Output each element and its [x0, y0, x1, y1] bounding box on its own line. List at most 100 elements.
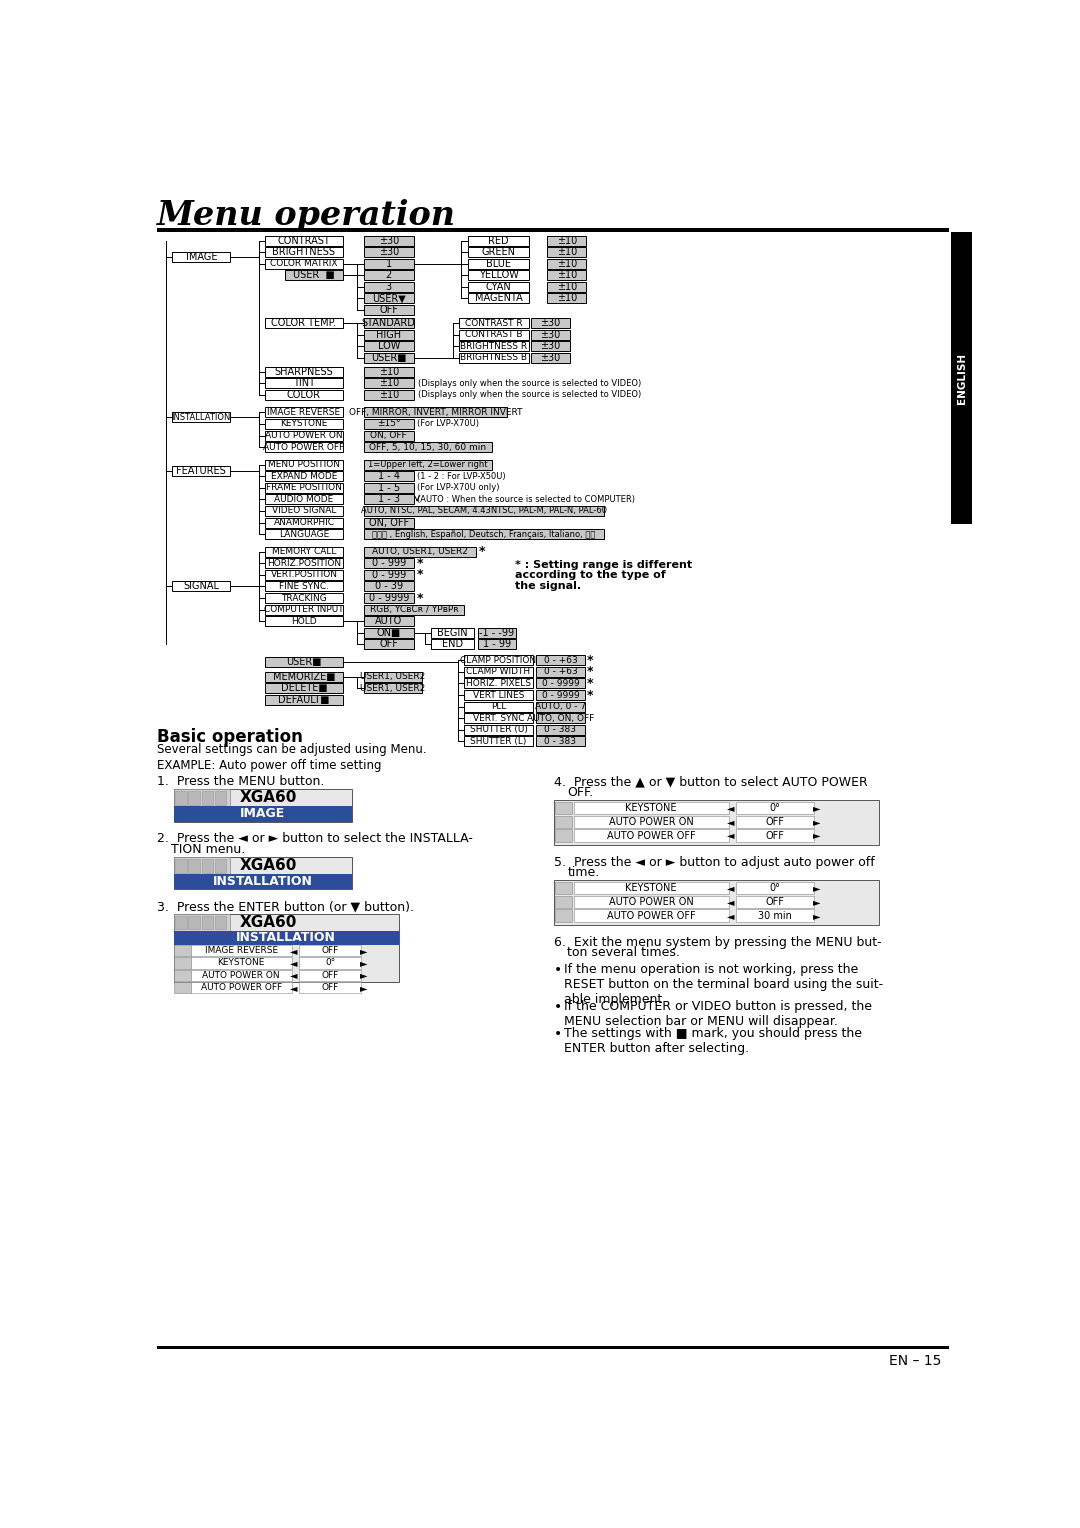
Bar	[266, 671, 342, 681]
Bar	[266, 518, 342, 527]
Text: COLOR MATRIX: COLOR MATRIX	[270, 260, 338, 269]
Bar	[215, 792, 227, 805]
Text: USER■: USER■	[372, 353, 406, 362]
Text: If the menu operation is not working, press the
RESET button on the terminal boa: If the menu operation is not working, pr…	[565, 963, 883, 1007]
Bar	[174, 790, 230, 807]
Bar	[531, 330, 570, 339]
Bar	[464, 656, 532, 665]
Bar	[266, 318, 342, 329]
Bar	[266, 483, 342, 494]
Text: AUTO POWER ON: AUTO POWER ON	[265, 431, 342, 440]
Text: KEYSTONE: KEYSTONE	[217, 958, 265, 967]
Text: ►: ►	[813, 897, 821, 906]
Bar	[555, 816, 572, 828]
Text: AUDIO MODE: AUDIO MODE	[274, 495, 334, 504]
Text: 0 - 999: 0 - 999	[372, 558, 406, 568]
Bar	[299, 957, 362, 969]
Bar	[157, 228, 948, 232]
Bar	[364, 283, 414, 292]
Bar	[364, 683, 422, 694]
Text: AUTO POWER OFF: AUTO POWER OFF	[264, 443, 345, 452]
Bar	[266, 506, 342, 516]
Text: MEMORY CALL: MEMORY CALL	[272, 547, 336, 556]
Text: AUTO, 0 - 7: AUTO, 0 - 7	[535, 701, 586, 711]
Text: ►: ►	[360, 983, 367, 993]
Bar	[477, 639, 516, 649]
Bar	[459, 353, 529, 362]
Bar	[364, 593, 414, 604]
Text: TRACKING: TRACKING	[281, 593, 327, 602]
Bar	[555, 909, 572, 921]
Bar	[266, 683, 342, 694]
Bar	[464, 714, 532, 723]
Bar	[464, 724, 532, 735]
Bar	[573, 895, 729, 908]
Text: *: *	[417, 556, 423, 570]
Bar	[364, 570, 414, 581]
Bar	[364, 235, 414, 246]
Text: ANAMORPHIC: ANAMORPHIC	[273, 518, 335, 527]
Text: OFF: OFF	[322, 946, 339, 955]
Bar	[174, 957, 191, 969]
Text: BRIGHTNESS B: BRIGHTNESS B	[460, 353, 527, 362]
Bar	[573, 909, 729, 921]
Bar	[364, 306, 414, 315]
Text: USER■: USER■	[286, 657, 322, 666]
Text: BRIGHTNESS R: BRIGHTNESS R	[460, 342, 527, 351]
Bar	[364, 377, 414, 388]
Text: the signal.: the signal.	[515, 581, 581, 591]
Text: SIGNAL: SIGNAL	[184, 582, 219, 591]
Bar	[266, 547, 342, 556]
Bar	[548, 248, 586, 257]
Bar	[364, 390, 414, 400]
Bar	[157, 1346, 948, 1349]
Bar	[548, 235, 586, 246]
Text: -1 - -99: -1 - -99	[480, 628, 514, 637]
Text: time.: time.	[567, 866, 599, 879]
Text: STANDARD: STANDARD	[362, 318, 416, 329]
Bar	[266, 558, 342, 568]
Text: 4.  Press the ▲ or ▼ button to select AUTO POWER: 4. Press the ▲ or ▼ button to select AUT…	[554, 776, 867, 788]
Text: ±10: ±10	[379, 390, 399, 400]
Bar	[174, 983, 191, 993]
Bar	[364, 318, 414, 329]
Text: ±15°: ±15°	[377, 420, 401, 428]
Text: ±10: ±10	[556, 248, 577, 257]
Bar	[191, 944, 292, 957]
Text: •: •	[554, 1001, 562, 1015]
Bar	[531, 341, 570, 351]
Text: *: *	[586, 665, 593, 678]
Bar	[174, 914, 399, 983]
Bar	[172, 413, 230, 422]
Text: OFF: OFF	[766, 831, 784, 840]
Bar	[364, 582, 414, 591]
Bar	[477, 628, 516, 637]
Text: FEATURES: FEATURES	[176, 466, 226, 475]
Bar	[266, 570, 342, 581]
Bar	[174, 807, 352, 822]
Text: ±10: ±10	[556, 258, 577, 269]
Text: COLOR TEMP.: COLOR TEMP.	[271, 318, 337, 329]
Text: 0 - 383: 0 - 383	[544, 726, 577, 733]
Text: OFF: OFF	[322, 983, 339, 992]
Bar	[191, 970, 292, 981]
Bar	[364, 353, 414, 362]
Text: ±30: ±30	[379, 235, 399, 246]
Text: ►: ►	[813, 883, 821, 892]
Bar	[537, 724, 584, 735]
Text: ◄: ◄	[291, 970, 298, 981]
Text: *: *	[586, 677, 593, 691]
Bar	[737, 895, 814, 908]
Bar	[464, 691, 532, 700]
Bar	[364, 483, 414, 494]
Bar	[364, 408, 507, 417]
Text: ±30: ±30	[540, 353, 561, 362]
Text: ±30: ±30	[540, 330, 561, 339]
Text: OFF: OFF	[379, 306, 399, 315]
Text: IMAGE: IMAGE	[186, 252, 217, 263]
Bar	[737, 882, 814, 894]
Bar	[266, 235, 342, 246]
Bar	[464, 666, 532, 677]
Bar	[364, 367, 414, 376]
Text: HORIZ. PIXELS: HORIZ. PIXELS	[465, 678, 531, 688]
